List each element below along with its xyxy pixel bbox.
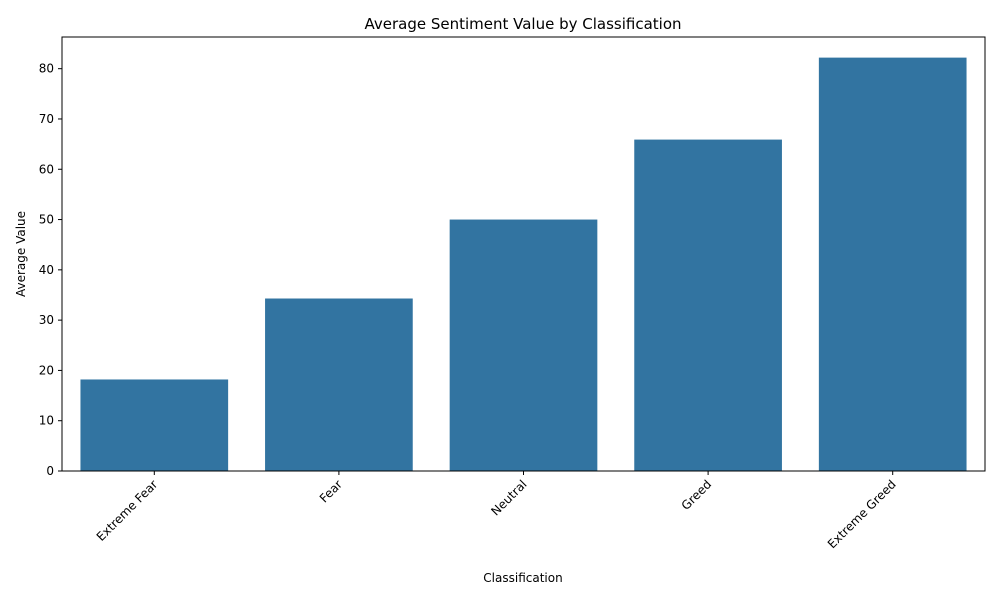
- x-axis-ticks: Extreme Fear Fear Neutral Greed Extreme Gree…: [94, 471, 899, 551]
- bar-extreme-greed: [818, 57, 967, 472]
- bar-extreme-fear: [80, 379, 229, 471]
- y-tick-label: 20: [39, 363, 54, 377]
- x-tick-label: Extreme Fear: [94, 477, 161, 544]
- bar-greed: [634, 139, 782, 471]
- chart-title: Average Sentiment Value by Classificatio…: [364, 15, 681, 33]
- x-axis-label: Classification: [483, 571, 562, 585]
- y-axis-ticks: 0 10 20 30 40 50 60 70 80: [39, 62, 62, 478]
- y-tick-label: 50: [39, 213, 54, 227]
- y-tick-label: 80: [39, 62, 54, 76]
- y-tick-label: 10: [39, 414, 54, 428]
- y-tick-label: 70: [39, 112, 54, 126]
- bars-group: [80, 57, 967, 472]
- y-tick-label: 40: [39, 263, 54, 277]
- y-tick-label: 0: [46, 464, 54, 478]
- x-tick-label: Fear: [317, 477, 345, 505]
- y-tick-label: 30: [39, 313, 54, 327]
- y-axis-label: Average Value: [14, 211, 28, 297]
- x-tick-label: Neutral: [488, 477, 529, 518]
- bar-fear: [265, 298, 413, 471]
- x-tick-label: Extreme Greed: [825, 477, 899, 551]
- bar-neutral: [449, 219, 598, 471]
- plot-frame: [61, 36, 986, 472]
- x-tick-label: Greed: [679, 477, 715, 513]
- y-tick-label: 60: [39, 162, 54, 176]
